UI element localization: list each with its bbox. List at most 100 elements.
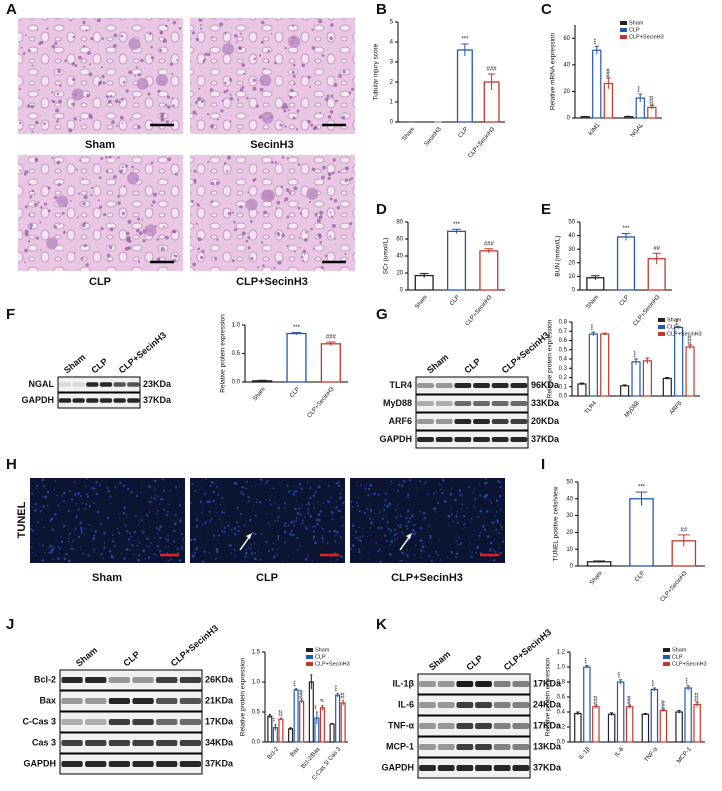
nucleus xyxy=(71,540,74,542)
nucleus xyxy=(355,530,358,533)
nucleus xyxy=(221,496,224,499)
nucleus xyxy=(443,499,447,503)
x-tick-label: TNF-α xyxy=(644,746,660,763)
nucleus xyxy=(289,95,293,100)
band xyxy=(473,382,490,389)
nucleus xyxy=(335,99,339,103)
nucleus xyxy=(200,99,205,103)
nucleus xyxy=(119,169,124,174)
nucleus xyxy=(67,537,70,540)
y-tick-label: 0.6 xyxy=(559,338,568,344)
band xyxy=(437,702,455,708)
nucleus xyxy=(123,557,126,560)
nucleus xyxy=(272,542,275,545)
nucleus xyxy=(461,494,463,496)
y-tick-label: 0.2 xyxy=(559,375,568,381)
bar xyxy=(340,702,346,743)
nucleus xyxy=(233,220,236,224)
nucleus xyxy=(38,543,40,545)
legend-swatch xyxy=(620,35,627,39)
panel-label: A xyxy=(6,1,17,18)
nucleus xyxy=(477,515,479,518)
nucleus xyxy=(260,241,264,244)
bar xyxy=(414,274,434,291)
nucleus xyxy=(103,491,105,493)
nucleus xyxy=(55,108,60,113)
nucleus xyxy=(24,229,29,234)
nucleus xyxy=(298,507,300,509)
nucleus xyxy=(421,545,425,548)
nucleus xyxy=(284,47,287,50)
significance: ### xyxy=(484,241,495,247)
band xyxy=(156,740,178,746)
band xyxy=(475,702,492,708)
nucleus xyxy=(270,32,273,35)
nucleus xyxy=(233,548,236,551)
nucleus xyxy=(433,492,435,495)
nucleus xyxy=(466,507,468,509)
nucleus xyxy=(138,541,141,544)
legend-label: CLP xyxy=(315,654,326,660)
nucleus xyxy=(227,211,231,216)
image-label: CLP+SecinH3 xyxy=(236,276,308,288)
glomerulus xyxy=(127,172,140,185)
nucleus xyxy=(358,548,361,551)
x-tick-label: CLP+SecinH3 xyxy=(632,294,661,327)
nucleus xyxy=(123,512,125,515)
significance: *** xyxy=(461,37,469,43)
nucleus xyxy=(44,552,46,554)
nucleus xyxy=(106,486,109,489)
bar xyxy=(600,333,610,397)
nucleus xyxy=(339,555,343,558)
band xyxy=(473,436,490,443)
nucleus xyxy=(335,506,338,509)
nucleus xyxy=(267,479,270,482)
bar xyxy=(659,709,668,743)
band xyxy=(108,698,131,704)
nucleus xyxy=(105,170,109,173)
nucleus xyxy=(212,499,215,503)
glomerulus xyxy=(56,195,69,208)
band xyxy=(437,744,455,750)
band xyxy=(437,765,455,771)
panel-label: D xyxy=(376,201,387,218)
significance: ### xyxy=(695,692,701,702)
nucleus xyxy=(79,159,82,162)
x-tick-label: CLP+SecinH3 xyxy=(465,294,494,327)
nucleus xyxy=(429,555,431,557)
y-tick-label: 3 xyxy=(390,60,394,66)
nucleus xyxy=(473,529,475,531)
nucleus xyxy=(105,95,109,99)
nucleus xyxy=(78,55,82,60)
nucleus xyxy=(437,554,440,557)
nucleus xyxy=(289,534,292,537)
nucleus xyxy=(491,521,494,525)
nucleus xyxy=(255,104,259,108)
nucleus xyxy=(272,487,275,490)
nucleus xyxy=(94,530,97,533)
nucleus xyxy=(53,225,57,229)
nucleus xyxy=(295,517,298,520)
nucleus xyxy=(252,504,255,506)
size-label: 24KDa xyxy=(533,699,562,709)
nucleus xyxy=(49,544,53,548)
glomerulus xyxy=(71,88,84,101)
nucleus xyxy=(277,516,280,519)
blot-strip xyxy=(59,753,203,775)
lane-label: Sham xyxy=(427,649,452,672)
nucleus xyxy=(312,127,317,131)
nucleus xyxy=(110,556,114,559)
bar xyxy=(685,346,695,397)
nucleus xyxy=(153,479,157,483)
nucleus xyxy=(65,552,68,556)
panel-label: E xyxy=(541,201,551,218)
bar xyxy=(592,49,602,119)
nucleus xyxy=(239,88,244,92)
bar xyxy=(446,230,467,291)
nucleus xyxy=(176,547,179,550)
nucleus xyxy=(108,549,112,553)
nucleus xyxy=(75,168,78,171)
nucleus xyxy=(214,523,216,525)
y-axis-label: Relative protein expression xyxy=(220,314,227,393)
nucleus xyxy=(224,81,227,85)
